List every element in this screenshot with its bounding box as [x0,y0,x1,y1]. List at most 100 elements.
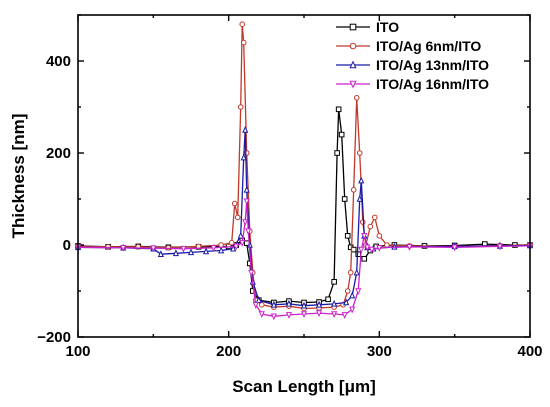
data-point-marker [187,248,195,256]
tick-labels: 100 200 300 400 −200 0 200 400 [37,53,542,360]
data-point-marker [347,269,354,276]
data-point-marker [218,246,225,254]
data-point-marker [240,39,247,46]
data-point-marker [334,150,340,156]
data-point-marker [368,246,375,254]
data-point-marker [349,42,357,50]
data-point-marker [240,153,247,161]
data-point-marker [105,244,111,250]
data-point-marker [331,279,337,285]
data-point-marker [237,104,244,110]
data-point-marker [172,249,180,257]
series-line [77,108,530,304]
data-point-marker [356,194,363,202]
series-layer [74,21,534,321]
data-point-marker [315,300,323,308]
legend-item: ITO [336,19,399,35]
data-point-marker [243,198,250,206]
data-point-marker [349,80,357,89]
series-line [77,200,531,317]
y-axis-title: Thickness [nm] [9,114,28,239]
legend-label: ITO [376,19,399,35]
data-point-marker [233,243,240,251]
data-point-marker [300,301,308,309]
data-point-marker [202,247,210,255]
data-point-marker [359,219,366,225]
data-point-marker [248,269,255,277]
data-point-marker [344,233,351,239]
data-point-marker [237,231,244,239]
data-point-marker [376,244,383,252]
y-tick-label: 200 [46,145,71,162]
data-point-marker [242,125,249,133]
data-point-marker [341,312,348,319]
data-point-marker [361,256,368,262]
legend-item: ITO/Ag 6nm/ITO [336,38,481,54]
legend-item: ITO/Ag 13nm/ITO [336,57,489,73]
plot-area-frame [77,14,531,338]
data-point-marker [231,200,238,207]
series-line [77,129,531,307]
data-point-marker [150,245,157,253]
legend-label: ITO/Ag 16nm/ITO [376,76,489,92]
data-point-marker [353,95,360,101]
data-point-marker [228,239,235,246]
data-point-marker [384,242,390,248]
data-point-marker [358,176,365,184]
data-point-marker [210,244,217,252]
data-point-marker [239,239,246,247]
legend-label: ITO/Ag 6nm/ITO [376,38,481,54]
data-point-marker [331,311,338,319]
data-point-marker [245,228,252,236]
data-point-marker [252,302,259,309]
data-point-marker [361,233,368,240]
series-3 [74,125,534,309]
data-point-marker [157,250,164,257]
data-point-marker [356,150,363,156]
data-point-marker [349,291,356,299]
data-point-marker [341,196,348,202]
data-point-marker [343,298,350,306]
x-tick-label: 100 [65,343,90,360]
data-point-marker [451,244,458,252]
data-point-marker [242,219,249,227]
data-point-marker [349,306,356,314]
data-point-marker [406,244,413,251]
x-tick-label: 300 [367,343,392,360]
y-tick-label: 0 [63,237,71,254]
y-tick-label: 400 [46,53,71,70]
data-point-marker [364,244,371,252]
data-point-marker [355,288,362,296]
data-point-marker [120,244,127,252]
data-point-marker [338,131,345,138]
data-point-marker [372,214,378,221]
data-point-marker [258,311,265,319]
data-point-marker [350,187,357,193]
legend-item: ITO/Ag 16nm/ITO [336,76,489,92]
x-tick-label: 200 [216,343,241,360]
data-point-marker [270,313,277,321]
data-point-marker [353,268,360,276]
data-point-marker [325,296,331,303]
data-point-marker [285,299,293,307]
legend: ITO ITO/Ag 6nm/ITO ITO/Ag 13nm/ITO ITO/Ag 1… [336,19,489,92]
data-point-marker [376,233,383,239]
data-point-marker [230,244,237,252]
data-point-marker [496,243,503,251]
data-point-marker [255,296,262,303]
data-point-marker [239,21,246,28]
data-point-marker [243,185,250,193]
data-point-marker [349,60,357,69]
data-point-marker [355,251,362,257]
data-point-marker [358,246,365,254]
x-tick-label: 400 [517,343,542,360]
data-point-marker [315,310,323,318]
x-axis-title: Scan Length [μm] [232,377,376,396]
data-point-marker [165,244,172,251]
data-point-marker [300,311,308,319]
data-point-marker [270,300,277,308]
data-point-marker [344,288,351,294]
data-point-marker [234,214,241,221]
data-point-marker [285,312,293,319]
